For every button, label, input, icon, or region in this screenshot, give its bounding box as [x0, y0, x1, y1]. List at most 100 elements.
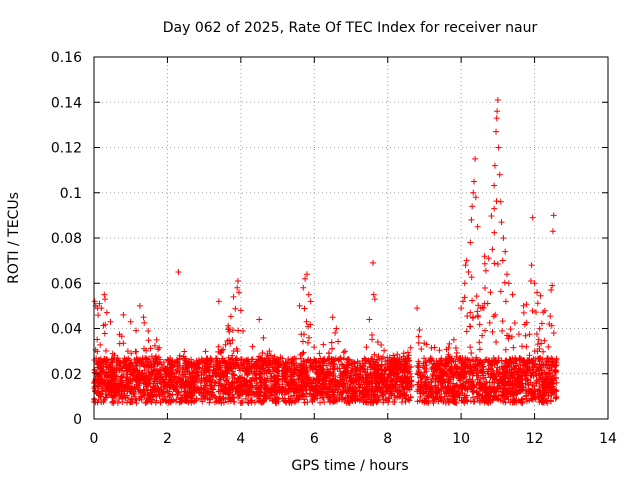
data-point: [342, 369, 349, 376]
data-point: [142, 400, 149, 407]
data-point: [181, 397, 188, 404]
data-point: [101, 291, 108, 298]
data-point: [203, 368, 210, 375]
data-point: [449, 392, 456, 399]
data-point: [467, 363, 474, 370]
data-point: [300, 284, 307, 291]
data-point: [235, 387, 242, 394]
data-point: [242, 380, 249, 387]
data-point: [241, 377, 248, 384]
data-point: [330, 394, 337, 401]
data-point: [230, 347, 237, 354]
data-point: [518, 381, 525, 388]
data-point: [96, 300, 103, 307]
data-point: [541, 391, 548, 398]
data-point: [523, 343, 530, 350]
data-point: [91, 298, 98, 305]
data-point: [534, 300, 541, 307]
data-point: [493, 198, 500, 205]
data-point: [140, 314, 147, 321]
data-point: [94, 348, 101, 355]
data-point: [160, 389, 167, 396]
data-point: [131, 390, 138, 397]
data-point: [326, 360, 333, 367]
data-point: [533, 309, 540, 316]
data-point: [485, 255, 492, 262]
data-point: [534, 390, 541, 397]
data-point: [454, 388, 461, 395]
data-point: [226, 328, 233, 335]
data-point: [515, 331, 522, 338]
data-point: [501, 279, 508, 286]
data-point: [358, 374, 365, 381]
data-point: [299, 378, 306, 385]
data-point: [179, 379, 186, 386]
data-point: [324, 366, 331, 373]
data-point: [469, 378, 476, 385]
data-point: [305, 323, 312, 330]
data-point: [291, 381, 298, 388]
data-point: [482, 389, 489, 396]
data-point: [476, 339, 483, 346]
data-point: [210, 373, 217, 380]
data-point: [458, 397, 465, 404]
data-point: [133, 374, 140, 381]
data-point: [505, 396, 512, 403]
data-point: [490, 373, 497, 380]
data-point: [502, 399, 509, 406]
data-point: [385, 385, 392, 392]
data-point: [274, 368, 281, 375]
data-point: [397, 363, 404, 370]
data-point: [489, 328, 496, 335]
data-point: [536, 387, 543, 394]
data-point: [399, 369, 406, 376]
data-point: [442, 400, 449, 407]
data-point: [298, 379, 305, 386]
data-point: [499, 365, 506, 372]
data-point: [98, 368, 105, 375]
data-point: [441, 393, 448, 400]
data-point: [218, 349, 225, 356]
data-point: [446, 340, 453, 347]
data-point: [378, 366, 385, 373]
data-point: [343, 370, 350, 377]
data-point: [407, 393, 414, 400]
data-point: [463, 392, 470, 399]
data-point: [479, 368, 486, 375]
data-point: [267, 352, 274, 359]
data-point: [118, 333, 125, 340]
data-point: [449, 398, 456, 405]
x-tick-label: 0: [90, 431, 99, 447]
data-point: [470, 394, 477, 401]
data-point: [109, 358, 116, 365]
data-point: [305, 291, 312, 298]
y-tick-label: 0.02: [51, 367, 82, 383]
data-point: [103, 373, 110, 380]
data-point: [476, 384, 483, 391]
data-point: [330, 356, 337, 363]
data-point: [182, 355, 189, 362]
data-point: [474, 312, 481, 319]
data-point: [527, 372, 534, 379]
data-point: [181, 348, 188, 355]
data-point: [141, 374, 148, 381]
data-point: [100, 363, 107, 370]
data-point: [367, 360, 374, 367]
data-point: [520, 369, 527, 376]
data-point: [549, 380, 556, 387]
data-point: [353, 387, 360, 394]
data-point: [287, 365, 294, 372]
data-point: [470, 313, 477, 320]
data-point: [474, 395, 481, 402]
data-point: [462, 262, 469, 269]
data-point: [469, 297, 476, 304]
data-point: [370, 259, 377, 266]
data-point: [427, 354, 434, 361]
data-point: [135, 388, 142, 395]
data-point: [479, 332, 486, 339]
data-point: [248, 364, 255, 371]
data-point: [534, 341, 541, 348]
data-point: [268, 375, 275, 382]
data-point: [296, 372, 303, 379]
data-point: [253, 380, 260, 387]
